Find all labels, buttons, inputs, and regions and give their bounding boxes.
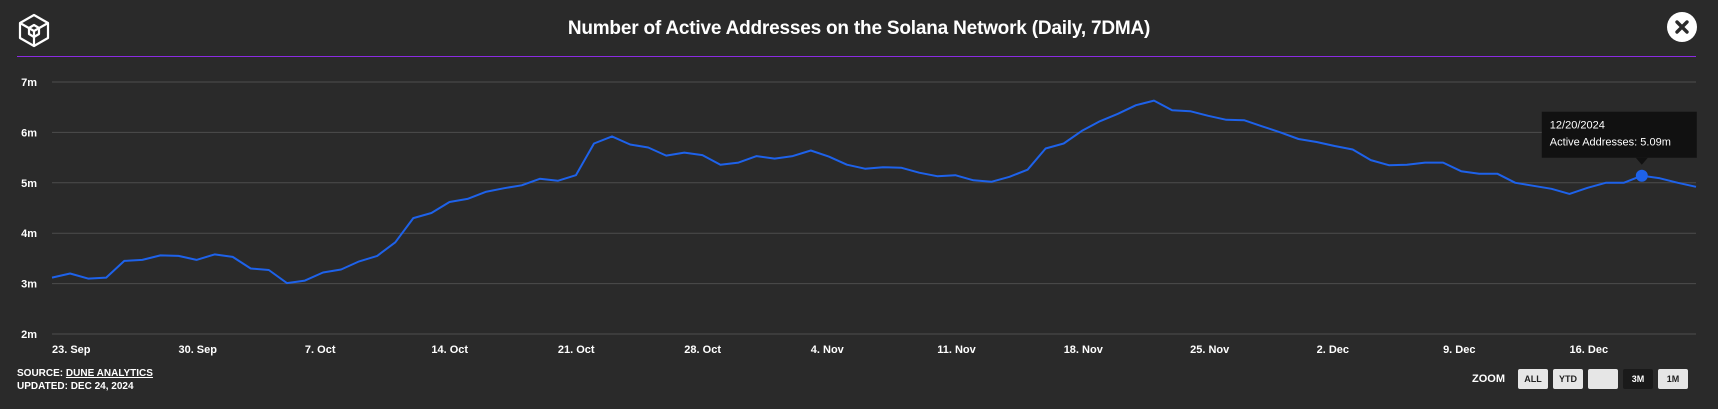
close-button[interactable]	[1667, 12, 1697, 42]
series-line	[51, 99, 1697, 285]
updated-line: UPDATED: DEC 24, 2024	[17, 381, 134, 392]
x-tick-label: 30. Sep	[178, 344, 217, 356]
zoom-3m-button[interactable]: 3M	[1623, 369, 1653, 389]
close-icon	[1675, 20, 1689, 34]
tooltip-box	[1541, 111, 1697, 158]
tooltip-date: 12/20/2024	[1550, 120, 1605, 132]
chart-title: Number of Active Addresses on the Solana…	[567, 18, 1151, 39]
x-tick-label: 18. Nov	[1064, 344, 1104, 356]
footer: SOURCE: DUNE ANALYTICS UPDATED: DEC 24, …	[17, 367, 153, 393]
x-tick-label: 2. Dec	[1317, 344, 1349, 356]
tooltip-value: Active Addresses: 5.09m	[1550, 137, 1671, 149]
y-tick-label: 5m	[21, 178, 37, 190]
zoom-controls: ZOOM ALL YTD 3M 1M	[1472, 368, 1688, 390]
x-tick-label: 28. Oct	[684, 344, 721, 356]
zoom-all-button[interactable]: ALL	[1518, 369, 1548, 389]
title-divider	[17, 56, 1696, 57]
logo-icon	[18, 13, 50, 48]
y-tick-label: 6m	[21, 127, 37, 139]
x-tick-label: 11. Nov	[937, 344, 976, 356]
x-tick-label: 25. Nov	[1190, 344, 1230, 356]
x-tick-label: 21. Oct	[558, 344, 595, 356]
x-tick-label: 4. Nov	[811, 344, 845, 356]
x-tick-label: 16. Dec	[1570, 344, 1609, 356]
y-tick-label: 4m	[21, 228, 37, 240]
x-tick-label: 14. Oct	[431, 344, 468, 356]
zoom-ytd-button[interactable]: YTD	[1553, 369, 1583, 389]
x-tick-label: 7. Oct	[305, 344, 336, 356]
source-link[interactable]: DUNE ANALYTICS	[65, 368, 153, 379]
x-tick-label: 23. Sep	[52, 344, 91, 356]
y-tick-label: 3m	[21, 279, 37, 291]
line-chart: 2m 3m 4m 5m 6m 7m 23. Sep 30. Sep 7. Oct 14. Oct 2…	[21, 77, 1697, 356]
source-prefix: SOURCE:	[17, 368, 66, 379]
zoom-1m-button[interactable]: 1M	[1658, 369, 1688, 389]
highlight-point[interactable]	[1635, 169, 1648, 182]
x-tick-label: 9. Dec	[1443, 344, 1475, 356]
zoom-blank-button[interactable]	[1588, 369, 1618, 389]
source-line: SOURCE: DUNE ANALYTICS	[17, 367, 153, 380]
zoom-label: ZOOM	[1472, 373, 1505, 385]
y-tick-label: 2m	[21, 329, 37, 341]
tooltip-pointer	[1635, 157, 1648, 165]
y-tick-label: 7m	[21, 77, 37, 89]
